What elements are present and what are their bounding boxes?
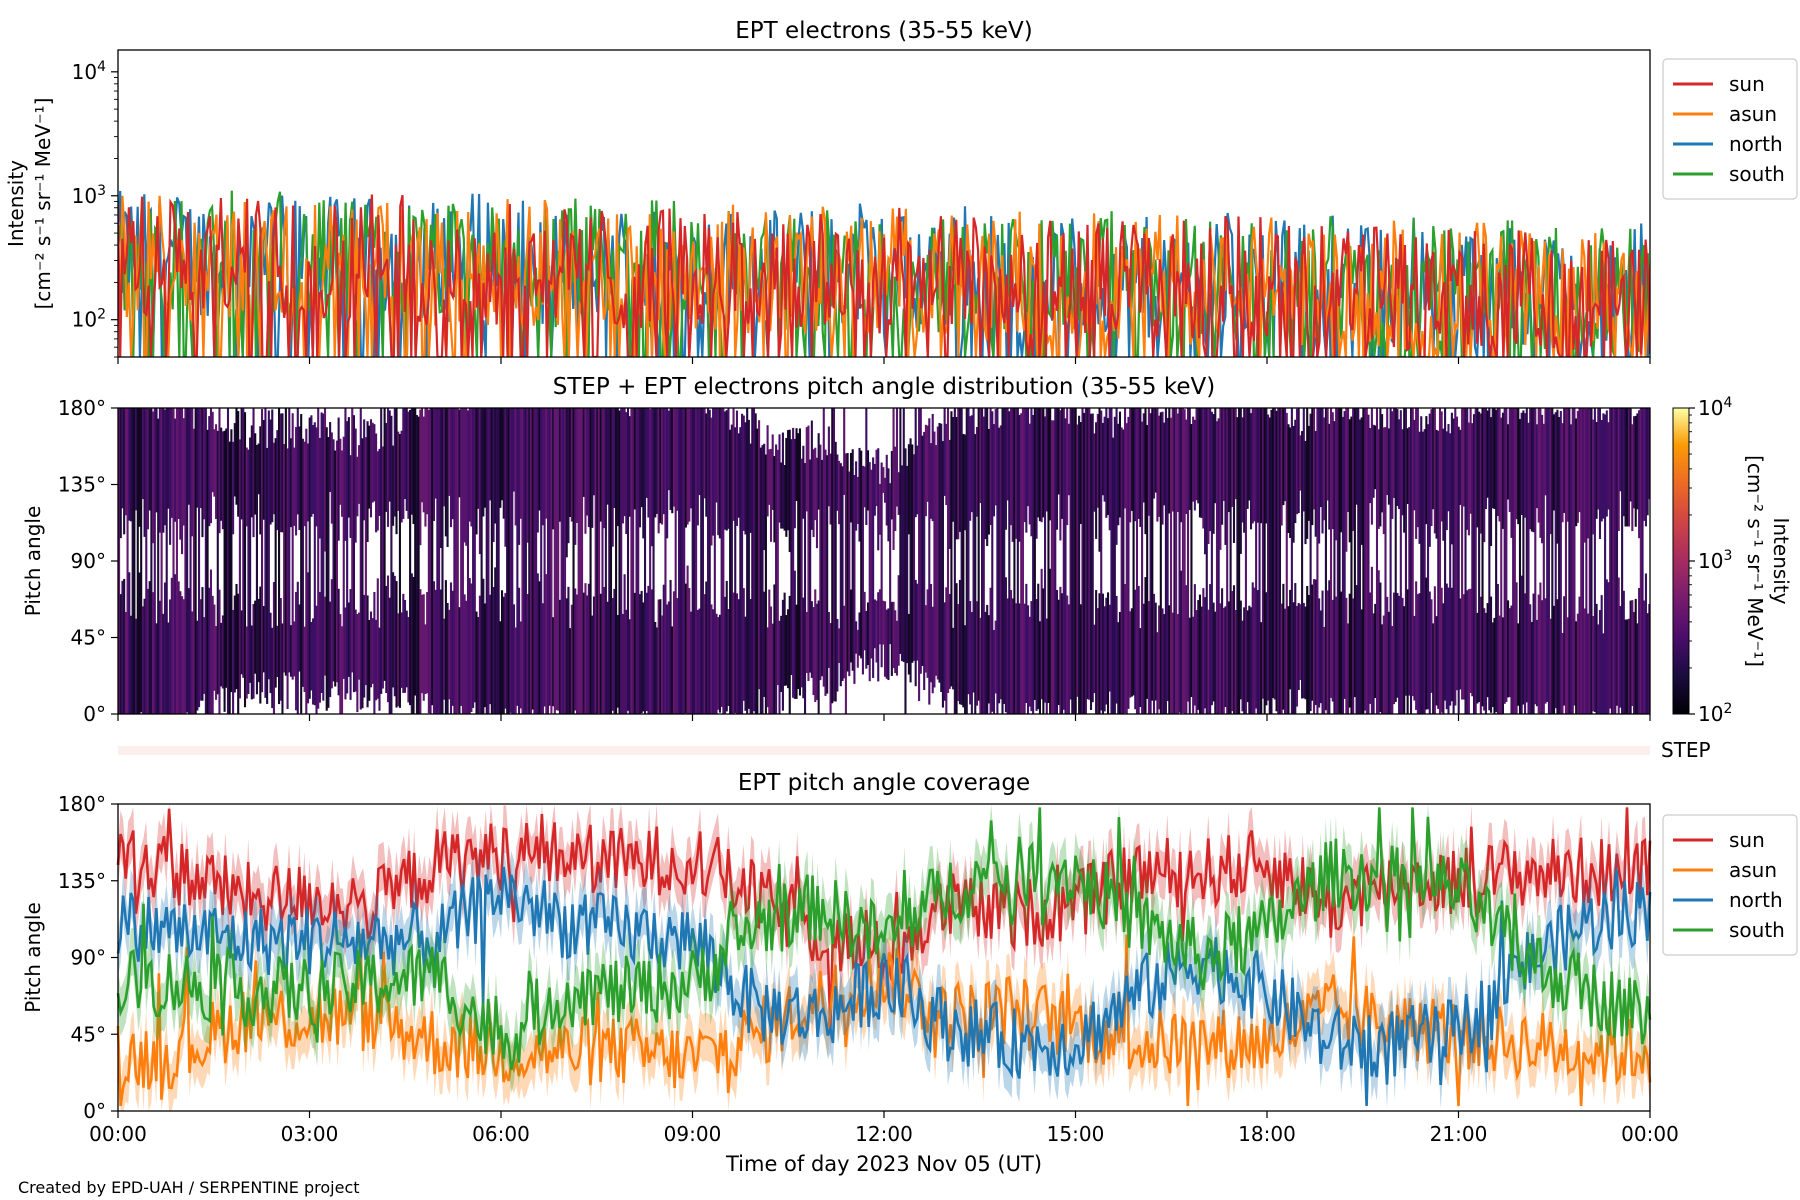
y-tick-label: 0° (83, 702, 106, 726)
y-tick-label: 180° (58, 396, 106, 420)
legend-box (1662, 58, 1798, 200)
x-tick-label: 21:00 (1430, 1122, 1488, 1146)
colorbar-label: Intensity (1769, 517, 1793, 604)
x-tick-label: 00:00 (1621, 1122, 1679, 1146)
heatmap (118, 408, 1651, 714)
legend-label-asun: asun (1729, 858, 1777, 882)
y-tick-label: 135° (58, 473, 106, 497)
intensity-panel: 102 103 104 EPT electrons (35-55 keV) Intens… (4, 18, 1798, 364)
y-tick-label: 90° (71, 946, 106, 970)
legend-label-sun: sun (1729, 828, 1765, 852)
coverage-panel: 0° 45° 90° 135° 180° 00:00 03:00 06:00 09:00 12:0… (21, 770, 1798, 1176)
y-axis-units: [cm⁻² s⁻¹ sr⁻¹ MeV⁻¹] (31, 98, 55, 310)
legend-label-south: south (1729, 918, 1785, 942)
chart-title: EPT electrons (35-55 keV) (735, 18, 1032, 44)
series-line-sun (118, 194, 1650, 357)
step-strip: STEP (118, 738, 1711, 762)
series-line-north (116, 866, 1652, 1106)
legend-label-north: north (1729, 132, 1783, 156)
y-axis-label: Pitch angle (21, 902, 45, 1013)
x-tick-label: 00:00 (89, 1122, 147, 1146)
legend-label-north: north (1729, 888, 1783, 912)
x-tick-label: 18:00 (1238, 1122, 1296, 1146)
x-tick-label: 09:00 (664, 1122, 722, 1146)
legend: sun asun north south (1662, 814, 1798, 956)
credit-footer: Created by EPD-UAH / SERPENTINE project (18, 1178, 360, 1197)
y-tick-label: 0° (83, 1099, 106, 1123)
y-tick-label: 45° (71, 1022, 106, 1046)
y-tick-label: 135° (58, 869, 106, 893)
y-tick-label: 45° (71, 626, 106, 650)
y-tick-label: 102 (72, 307, 106, 332)
chart-title: STEP + EPT electrons pitch angle distrib… (553, 374, 1215, 400)
colorbar: 102 103 104 Intensity[cm⁻² s⁻¹ sr⁻¹ MeV⁻¹] (1672, 395, 1793, 726)
y-tick-label: 103 (72, 183, 106, 208)
series-band-south (118, 804, 1650, 1094)
colorbar-tick-label: 103 (1698, 548, 1732, 573)
series-line-south (116, 807, 1652, 1070)
x-tick-label: 06:00 (472, 1122, 530, 1146)
x-tick-label: 03:00 (281, 1122, 339, 1146)
y-axis-label: Pitch angle (21, 506, 45, 617)
legend: sun asun north south (1662, 58, 1798, 200)
series-line-sun (116, 807, 1652, 1031)
colorbar-tick-label: 104 (1698, 395, 1732, 420)
legend-box (1662, 814, 1798, 956)
legend-label-south: south (1729, 162, 1785, 186)
step-label: STEP (1661, 738, 1711, 762)
y-tick-label: 180° (58, 792, 106, 816)
y-axis-label: Intensity (4, 160, 28, 247)
x-axis-label: Time of day 2023 Nov 05 (UT) (725, 1152, 1042, 1176)
x-tick-label: 15:00 (1047, 1122, 1105, 1146)
colorbar-units: [cm⁻² s⁻¹ sr⁻¹ MeV⁻¹] (1743, 455, 1767, 667)
legend-label-asun: asun (1729, 102, 1777, 126)
chart-title: EPT pitch angle coverage (738, 770, 1030, 796)
legend-label-sun: sun (1729, 72, 1765, 96)
y-tick-label: 104 (72, 59, 106, 84)
colorbar-gradient (1672, 407, 1690, 715)
x-tick-label: 12:00 (855, 1122, 913, 1146)
step-bar (118, 746, 1650, 755)
y-tick-label: 90° (71, 549, 106, 573)
colorbar-tick-label: 102 (1698, 701, 1732, 726)
pad-panel: 0° 45° 90° 135° 180° STEP + EPT electrons pit… (21, 374, 1793, 726)
